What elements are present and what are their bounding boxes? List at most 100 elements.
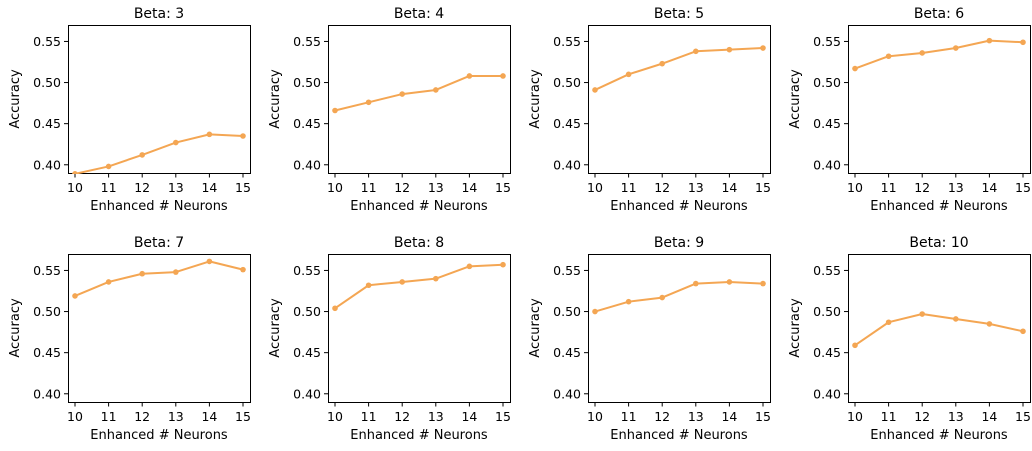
x-tick-label: 15 (235, 180, 251, 195)
data-point (206, 131, 213, 138)
y-tick-label: 0.45 (293, 116, 321, 131)
x-tick-label: 14 (721, 409, 737, 424)
x-tick-label: 11 (621, 180, 637, 195)
data-point (760, 45, 766, 51)
x-tick-label: 10 (67, 409, 83, 424)
y-tick-label: 0.45 (553, 345, 581, 360)
x-tick-label: 11 (361, 409, 377, 424)
y-tick-label: 0.50 (813, 304, 841, 319)
plot-frame (328, 25, 511, 174)
y-tick-label: 0.55 (293, 34, 321, 49)
y-axis-label: Accuracy (268, 69, 283, 129)
data-point (240, 133, 246, 139)
series-line (594, 280, 764, 313)
x-tick-label: 11 (101, 409, 117, 424)
x-tick-label: 13 (428, 180, 444, 195)
data-point (433, 87, 439, 93)
data-point (726, 279, 733, 285)
x-axis-label: Enhanced # Neurons (350, 199, 488, 214)
subplot-title: Beta: 7 (134, 235, 184, 251)
plot-frame (588, 25, 771, 174)
x-tick-label: 15 (1015, 180, 1031, 195)
data-point (986, 37, 993, 44)
plot-frame (848, 25, 1031, 174)
x-tick-label: 11 (621, 409, 637, 424)
data-point (105, 279, 112, 285)
y-tick-label: 0.45 (33, 345, 61, 360)
data-point (466, 263, 473, 270)
series-line (334, 263, 504, 310)
x-axis-label: Enhanced # Neurons (90, 199, 228, 214)
y-tick-label: 0.55 (33, 34, 61, 49)
x-axis-label: Enhanced # Neurons (610, 428, 748, 443)
series-line (334, 74, 503, 112)
data-point (592, 308, 598, 315)
data-point (852, 65, 858, 72)
x-tick-label: 11 (881, 180, 897, 195)
data-point (760, 280, 766, 287)
data-point (852, 342, 858, 349)
y-tick-label: 0.40 (293, 157, 321, 172)
plot-frame (328, 254, 511, 403)
x-tick-label: 14 (201, 409, 217, 424)
data-point (365, 282, 372, 289)
y-tick-label: 0.40 (553, 386, 581, 401)
x-axis-label: Enhanced # Neurons (870, 199, 1008, 214)
series-line (74, 260, 244, 297)
subplot-5: Beta: 7 0.40 0.45 0.50 0.55 10 11 12 13 14 15 Enhan… (8, 235, 251, 443)
x-tick-label: 14 (981, 409, 997, 424)
data-point (625, 71, 632, 78)
x-tick-label: 10 (847, 409, 863, 424)
y-tick-label: 0.45 (293, 345, 321, 360)
x-tick-label: 14 (981, 180, 997, 195)
subplot-6: Beta: 8 0.40 0.45 0.50 0.55 10 11 12 13 14 15 Enhan… (268, 235, 511, 443)
y-axis-label: Accuracy (788, 298, 803, 358)
subplot-title: Beta: 4 (394, 6, 444, 22)
subplot-3: Beta: 5 0.40 0.45 0.50 0.55 10 11 12 13 14 15 Enhan… (528, 6, 771, 214)
x-tick-label: 13 (168, 180, 184, 195)
y-tick-label: 0.40 (33, 157, 61, 172)
y-tick-label: 0.50 (293, 75, 321, 90)
x-tick-label: 12 (394, 180, 410, 195)
data-point (659, 294, 665, 301)
x-tick-label: 12 (914, 409, 930, 424)
subplot-title: Beta: 8 (394, 235, 444, 251)
x-tick-label: 12 (654, 180, 670, 195)
y-tick-label: 0.50 (33, 75, 61, 90)
y-tick-label: 0.55 (553, 263, 581, 278)
y-tick-label: 0.50 (33, 304, 61, 319)
y-tick-label: 0.50 (293, 304, 321, 319)
data-point (72, 171, 78, 174)
y-tick-label: 0.55 (33, 263, 61, 278)
data-point (206, 258, 213, 265)
x-axis-label: Enhanced # Neurons (90, 428, 228, 443)
y-axis-label: Accuracy (8, 69, 23, 129)
x-tick-label: 14 (201, 180, 217, 195)
x-tick-label: 12 (134, 180, 150, 195)
subplot-8: Beta: 10 0.40 0.45 0.50 0.55 10 11 12 13 14 15 Enha… (788, 235, 1031, 443)
data-point (726, 46, 733, 53)
x-tick-label: 10 (327, 180, 343, 195)
x-tick-label: 12 (654, 409, 670, 424)
x-axis-label: Enhanced # Neurons (870, 428, 1008, 443)
data-point (693, 280, 699, 287)
series-line (854, 313, 1024, 347)
y-tick-label: 0.40 (553, 157, 581, 172)
y-tick-label: 0.55 (813, 34, 841, 49)
x-tick-label: 10 (847, 180, 863, 195)
y-tick-label: 0.50 (813, 75, 841, 90)
x-tick-label: 15 (755, 409, 771, 424)
x-tick-label: 15 (495, 409, 511, 424)
data-point (332, 305, 338, 312)
data-point (332, 107, 338, 114)
data-point (139, 270, 145, 277)
data-point (1020, 39, 1026, 46)
y-tick-label: 0.40 (293, 386, 321, 401)
data-point (433, 275, 439, 282)
y-axis-label: Accuracy (268, 298, 283, 358)
subplot-7: Beta: 9 0.40 0.45 0.50 0.55 10 11 12 13 14 15 Enhan… (528, 235, 771, 443)
data-point (500, 261, 506, 268)
data-point (919, 50, 925, 56)
data-point (1020, 328, 1026, 335)
y-tick-label: 0.50 (553, 304, 581, 319)
